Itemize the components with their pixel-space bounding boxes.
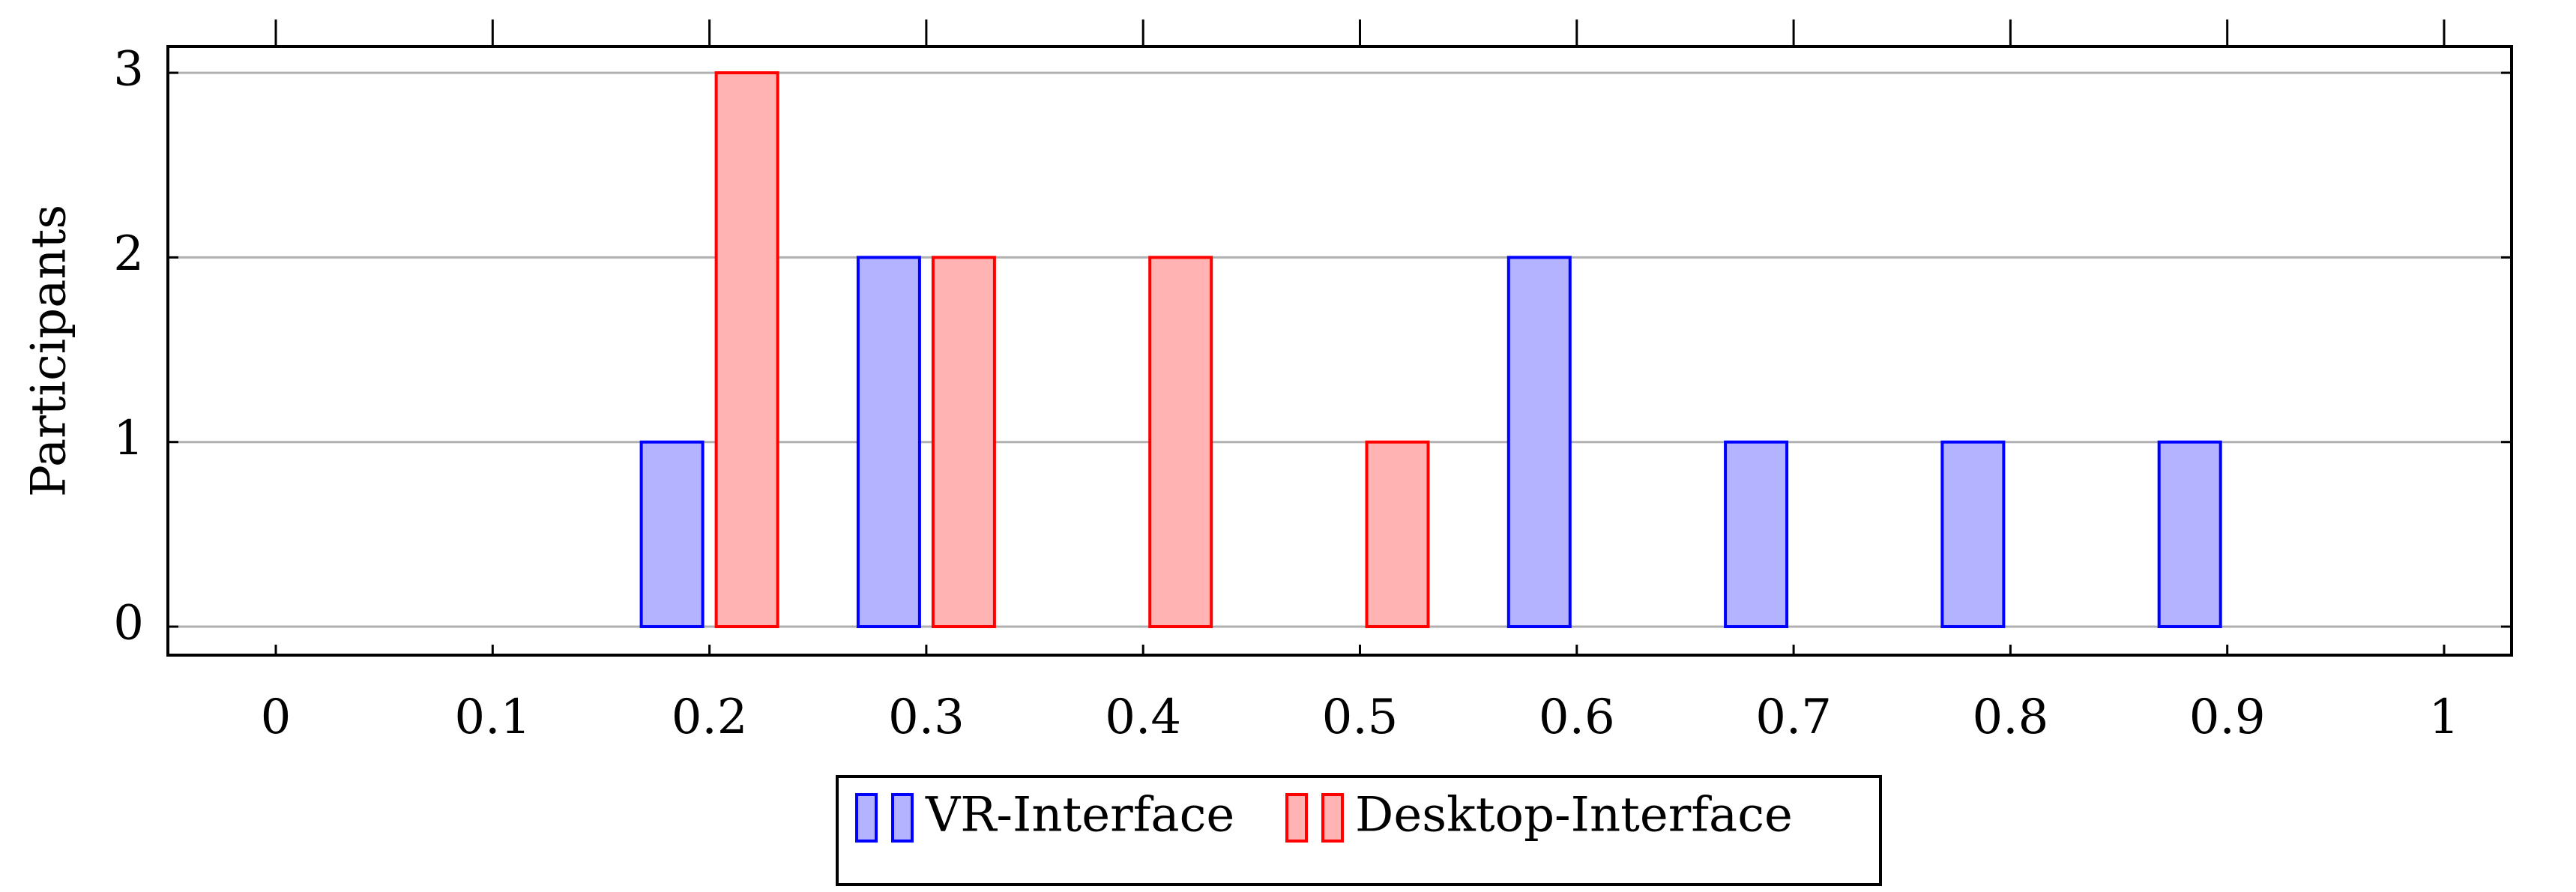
plot-frame <box>166 45 2513 657</box>
legend-box <box>836 775 1882 886</box>
y-tick-label: 0 <box>113 596 144 651</box>
x-tick-label: 0.4 <box>1105 690 1181 745</box>
legend-swatch <box>891 793 914 843</box>
gridlines <box>168 71 2512 628</box>
y-tick-label: 2 <box>113 226 144 282</box>
y-tick-label: 3 <box>113 42 144 97</box>
bar-desktop-interface-0.4 <box>1148 256 1213 628</box>
legend: VR-Interface Desktop-Interface <box>836 775 1882 886</box>
bar-vr-interface-0.3 <box>856 256 921 628</box>
legend-label: VR-Interface <box>925 788 1234 843</box>
bar-desktop-interface-0.3 <box>931 256 996 628</box>
x-tick-labels: 0 0.1 0.2 0.3 0.4 0.5 0.6 0.7 0.8 0.9 1 <box>261 690 2460 745</box>
legend-swatch <box>1285 793 1308 843</box>
x-tick-label: 0.8 <box>1973 690 2049 745</box>
legend-swatch <box>855 793 878 843</box>
bar-vr-interface-0.6 <box>1506 256 1572 628</box>
y-tick-labels: 0 1 2 3 <box>113 42 144 651</box>
y-tick-label: 1 <box>113 411 144 466</box>
x-tick-label: 0.9 <box>2189 690 2266 745</box>
y-axis-title: Participants <box>22 205 77 497</box>
x-tick-label: 1 <box>2429 690 2460 745</box>
bar-vr-interface-0.2 <box>639 440 705 629</box>
x-tick-label: 0.7 <box>1755 690 1832 745</box>
bar-vr-interface-0.8 <box>1940 440 2006 629</box>
legend-label: Desktop-Interface <box>1355 788 1793 843</box>
x-tick-label: 0.5 <box>1322 690 1399 745</box>
bar-vr-interface-0.9 <box>2157 440 2222 629</box>
x-tick-label: 0.6 <box>1539 690 1615 745</box>
legend-swatch <box>1321 793 1344 843</box>
bar-desktop-interface-0.5 <box>1365 440 1430 629</box>
x-tick-label: 0.3 <box>888 690 965 745</box>
bars <box>639 71 2222 629</box>
x-tick-label: 0 <box>261 690 292 745</box>
bar-desktop-interface-0.2 <box>714 71 779 629</box>
x-tick-label: 0.1 <box>454 690 531 745</box>
tick-marks <box>168 19 2512 655</box>
bar-vr-interface-0.7 <box>1724 440 1789 629</box>
x-tick-label: 0.2 <box>672 690 748 745</box>
